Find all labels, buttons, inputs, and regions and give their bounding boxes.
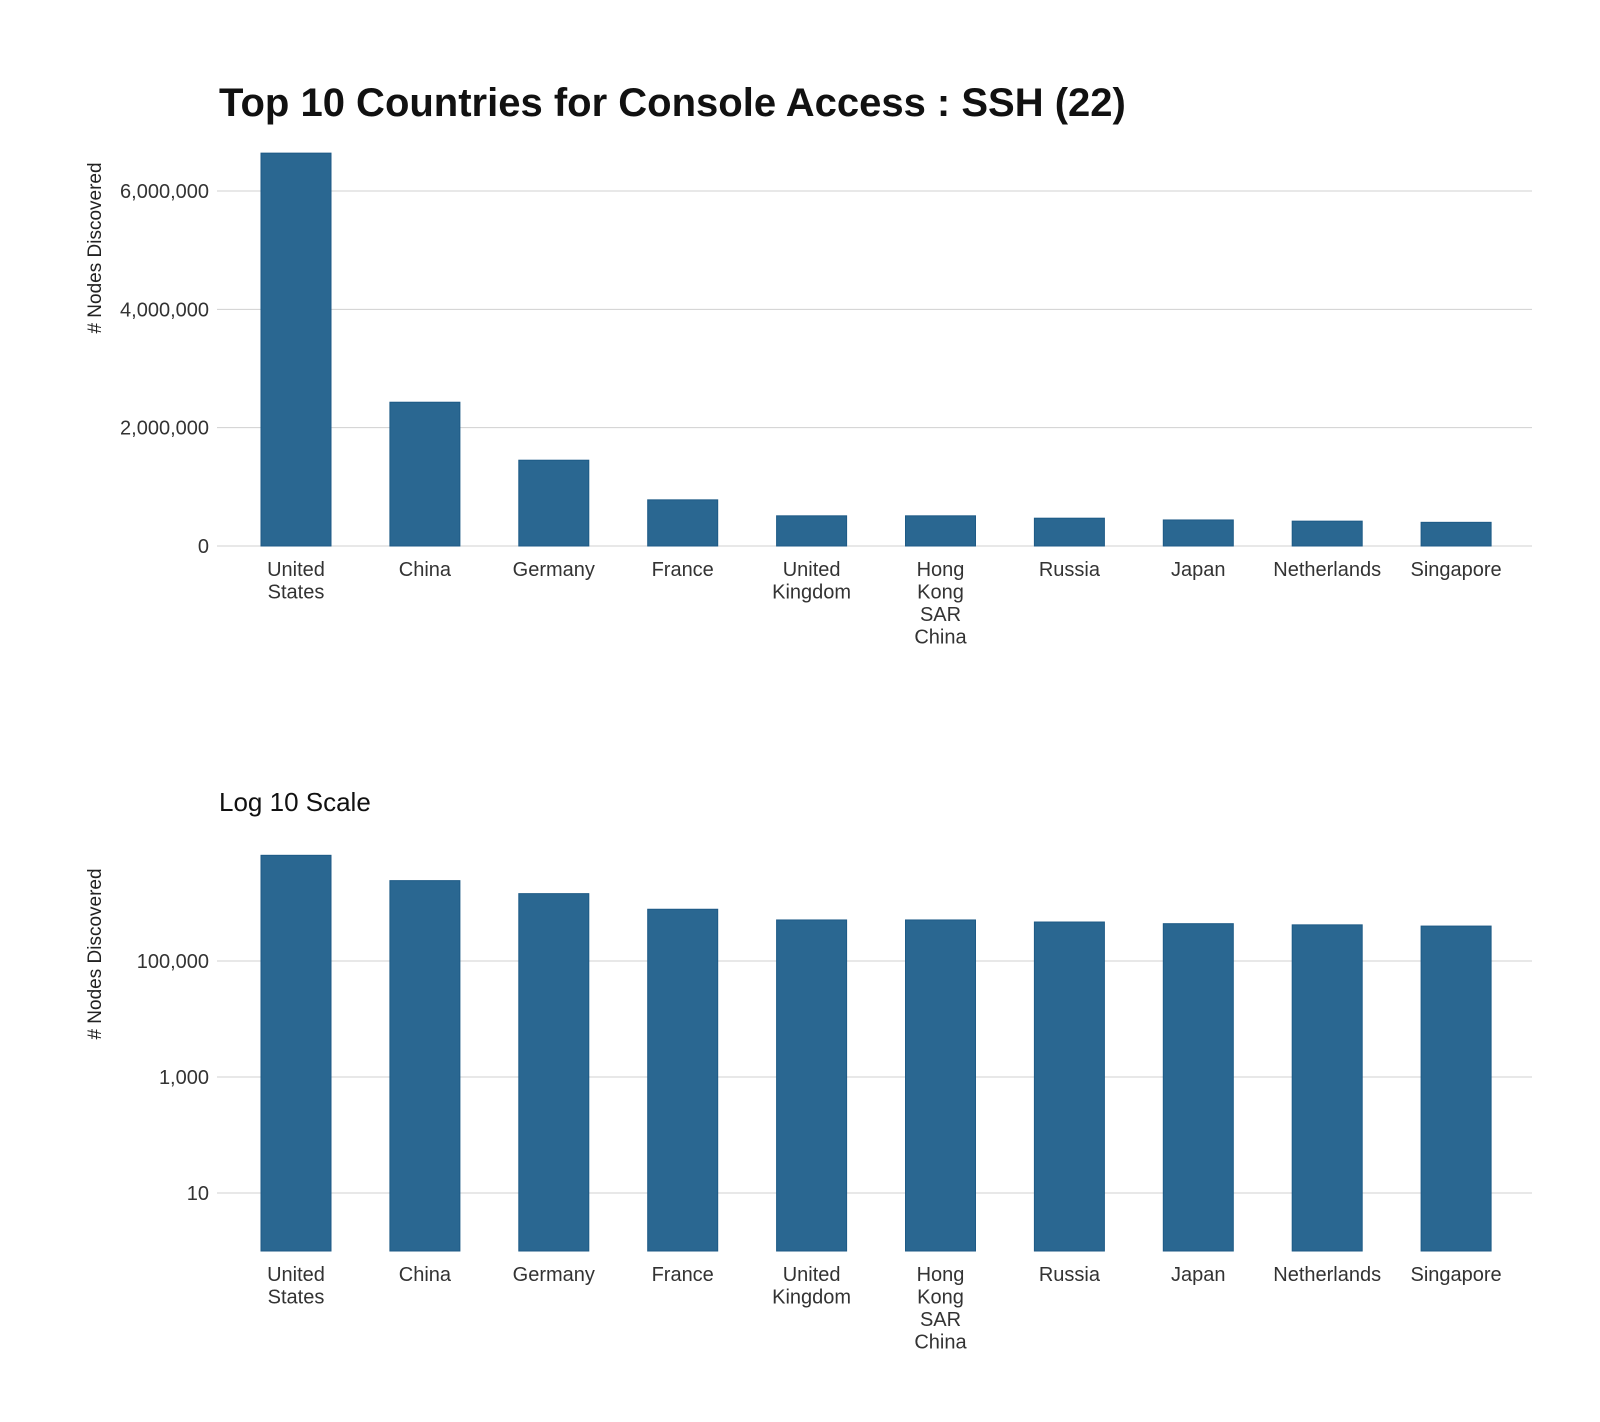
y-tick-label: 4,000,000 <box>120 299 209 321</box>
bar-russia <box>1033 921 1105 1252</box>
y-axis-label-top: # Nodes Discovered <box>85 162 106 333</box>
bar-netherlands <box>1291 520 1363 547</box>
y-tick-label: 100,000 <box>137 951 209 973</box>
x-tick-label: Singapore <box>1411 1264 1502 1286</box>
bar-netherlands <box>1291 924 1363 1252</box>
x-tick-label: China <box>399 1264 452 1286</box>
x-tick-label: Russia <box>1039 1264 1101 1286</box>
y-axis-label-bottom: # Nodes Discovered <box>85 868 106 1039</box>
x-tick-label: Japan <box>1171 559 1226 581</box>
bar-united-states <box>260 854 332 1252</box>
bar-germany <box>518 893 590 1252</box>
chart-subtitle: Log 10 Scale <box>219 787 371 817</box>
y-tick-label: 1,000 <box>159 1067 209 1089</box>
x-tick-label: Hong Kong SAR China <box>914 1264 967 1354</box>
x-tick-label: Singapore <box>1411 559 1502 581</box>
bar-japan <box>1162 923 1234 1252</box>
y-tick-label: 0 <box>198 536 209 558</box>
x-tick-label: Hong Kong SAR China <box>914 559 967 649</box>
x-tick-label: France <box>652 1264 714 1286</box>
x-tick-label: Netherlands <box>1273 559 1381 581</box>
bar-germany <box>518 459 590 547</box>
log-bar-chart: 10 1,000 100,000 United States China Germany Fr… <box>137 854 1532 1354</box>
chart-title: Top 10 Countries for Console Access : SS… <box>219 81 1126 125</box>
bar-china <box>389 401 461 547</box>
x-tick-label: United Kingdom <box>772 1264 851 1309</box>
x-tick-label: Netherlands <box>1273 1264 1381 1286</box>
x-tick-label: United States <box>267 1264 325 1309</box>
x-tick-label: United Kingdom <box>772 559 851 604</box>
bar-france <box>647 499 719 547</box>
bar-japan <box>1162 519 1234 547</box>
x-tick-label: France <box>652 559 714 581</box>
x-tick-label: China <box>399 559 452 581</box>
bar-hong-kong-sar-china <box>905 515 976 547</box>
bar-united-kingdom <box>776 515 848 547</box>
bar-china <box>389 880 461 1252</box>
x-tick-label: Germany <box>513 1264 595 1286</box>
x-tick-label: Germany <box>513 559 595 581</box>
linear-bar-chart: 0 2,000,000 4,000,000 6,000,000 United States… <box>120 152 1532 649</box>
x-tick-label: United States <box>267 559 325 604</box>
bar-russia <box>1033 517 1105 547</box>
bar-united-kingdom <box>776 919 848 1252</box>
bar-singapore <box>1420 925 1492 1252</box>
bar-singapore <box>1420 521 1492 547</box>
bar-france <box>647 908 719 1252</box>
bar-hong-kong-sar-china <box>905 919 976 1252</box>
y-tick-label: 2,000,000 <box>120 418 209 440</box>
x-tick-label: Russia <box>1039 559 1101 581</box>
x-tick-label: Japan <box>1171 1264 1226 1286</box>
bar-united-states <box>260 152 332 547</box>
y-tick-label: 6,000,000 <box>120 181 209 203</box>
y-tick-label: 10 <box>187 1183 209 1205</box>
